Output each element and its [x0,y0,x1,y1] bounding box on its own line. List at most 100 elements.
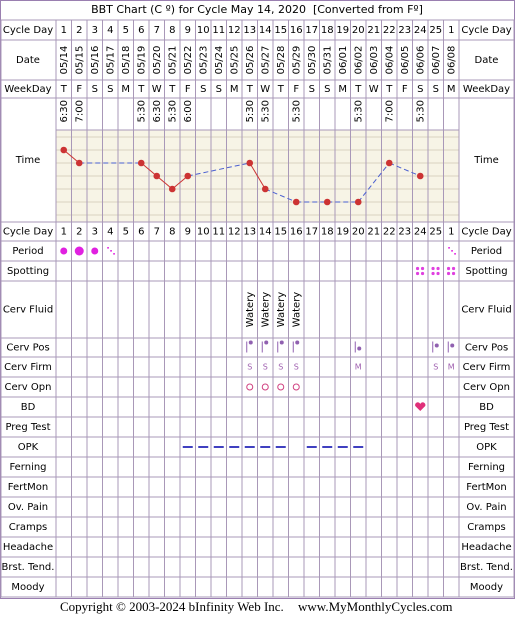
spotting-mark [415,266,425,276]
row-label: Cerv Opn [5,382,52,393]
cycle-day: 24 [414,227,427,238]
row-label: Ov. Pain [8,502,48,513]
cerv-opn-mark [261,383,269,391]
cerv-opn-mark [246,383,254,391]
weekday: W [260,84,270,95]
temp-segment [249,162,266,190]
row-label: Brst. Tend. [2,562,55,573]
cycle-day: 4 [107,227,113,238]
cycle-day: 15 [274,227,287,238]
cycle-day: 20 [352,227,365,238]
row-label-cell [458,39,515,81]
cycle-day: 1 [61,227,67,238]
date: 05/24 [214,46,225,75]
cycle-day: 2 [76,227,82,238]
row-label: Cerv Pos [465,343,508,354]
date: 05/21 [167,46,178,75]
weekday: F [185,84,191,95]
weekday: M [447,84,456,95]
temp-point [416,172,424,180]
date: 05/15 [74,46,85,75]
cycle-day: 4 [107,25,113,36]
date: 06/06 [415,46,426,75]
temp-point [168,185,176,193]
cycle-day: 18 [321,227,334,238]
row-label: Moody [11,582,44,593]
cycle-day: 1 [448,227,454,238]
row-label: OPK [18,442,39,453]
cycle-day: 14 [259,25,272,36]
time: 5:30 [136,100,147,122]
row-label-cell [0,97,57,223]
row-label: BD [479,402,494,413]
row-label: FertMon [8,482,48,493]
cycle-day: 22 [383,25,396,36]
row-label: Headache [3,542,53,553]
weekday: T [246,84,254,95]
row-label: Cycle Day [3,227,53,238]
date: 05/31 [322,46,333,75]
date: 05/26 [245,46,256,75]
cerv-fluid: Watery [291,292,302,328]
row-label: Ov. Pain [466,502,506,513]
cycle-day: 10 [197,227,210,238]
row-label: WeekDay [4,84,51,95]
temp-segment [140,162,158,177]
date: 05/30 [307,46,318,75]
row-label: Time [473,155,498,166]
cerv-pos-mark [295,340,300,345]
cycle-day: 5 [123,227,129,238]
weekday: S [324,84,330,95]
period-mark [448,247,456,255]
date: 05/22 [183,46,194,75]
weekday: S [216,84,222,95]
cycle-day: 10 [197,25,210,36]
row-label: Moody [470,582,503,593]
cycle-day: 16 [290,227,303,238]
weekday: S [107,84,113,95]
weekday: T [277,84,285,95]
cycle-day: 15 [274,25,287,36]
cerv-firm: S [247,363,252,372]
temp-segment [357,162,390,203]
row-label: Brst. Tend. [460,562,513,573]
copyright: Copyright © 2003-2024 bInfinity Web Inc. [60,599,284,614]
spotting-mark [446,266,456,276]
cycle-day: 1 [448,25,454,36]
cycle-day: 6 [138,25,144,36]
date: 05/14 [59,46,70,75]
cycle-day: 19 [336,25,349,36]
date: 05/28 [276,46,287,75]
row-label: Cerv Firm [463,362,511,373]
date: 05/23 [198,46,209,75]
cerv-pos-mark [434,343,439,348]
cycle-day: 21 [367,227,380,238]
spotting-mark [431,266,440,276]
cycle-day: 7 [154,227,160,238]
date: 05/27 [260,46,271,75]
date: 06/01 [338,46,349,75]
date: 05/20 [152,46,163,75]
cerv-firm: S [294,363,299,372]
row-label: Cramps [9,522,48,533]
temp-segment [63,149,80,164]
temp-point [261,185,269,193]
temp-segment [171,175,189,190]
cerv-fluid: Watery [260,292,271,328]
cycle-day: 22 [383,227,396,238]
row-label: Time [15,155,40,166]
weekday: F [402,84,408,95]
temp-segment [265,188,297,203]
time: 5:30 [291,100,302,122]
cycle-day: 1 [61,25,67,36]
cycle-day: 14 [259,227,272,238]
row-label: Ferning [9,462,46,473]
row-label: BD [21,402,36,413]
row-label: Cerv Opn [463,382,510,393]
weekday: T [60,84,68,95]
row-label: Period [471,246,502,257]
period-mark [60,247,68,255]
weekday: F [76,84,82,95]
cycle-day: 9 [185,25,191,36]
cerv-firm: S [278,363,283,372]
